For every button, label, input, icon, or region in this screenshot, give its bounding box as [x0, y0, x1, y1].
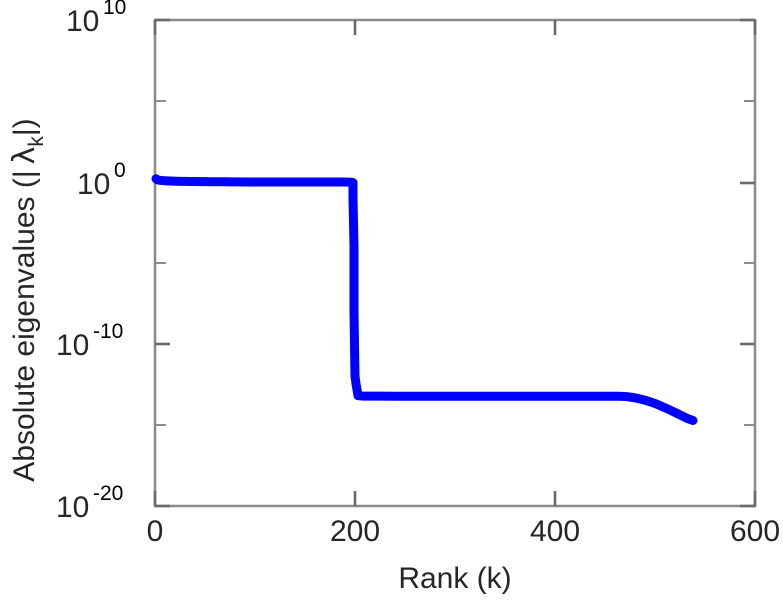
data-point: [653, 400, 661, 409]
x-tick-labels: 0 200 400 600: [147, 515, 780, 548]
series-line-0: [151, 174, 698, 425]
data-point: [659, 402, 667, 411]
data-point: [491, 392, 499, 401]
data-point: [261, 178, 269, 186]
data-point: [471, 392, 479, 401]
data-point: [271, 178, 279, 186]
data-point: [629, 393, 637, 402]
x-tick-label-200: 200: [330, 515, 380, 548]
x-tick-label-600: 600: [730, 515, 780, 548]
data-point: [571, 392, 579, 401]
data-point: [350, 307, 358, 316]
data-point: [616, 392, 624, 401]
data-series-group: [151, 174, 698, 425]
data-point: [431, 392, 439, 401]
data-point: [591, 392, 599, 401]
data-point: [281, 178, 289, 186]
data-point: [511, 392, 519, 401]
data-point: [349, 194, 357, 203]
data-point: [635, 394, 643, 403]
y-tick-labels: 10 10 10 0 10 -10 10 -20: [56, 0, 126, 524]
y-tick-label-1e-10-mantissa: 10: [56, 329, 89, 362]
data-point: [301, 178, 309, 186]
y-tick-marks: [155, 18, 755, 508]
series-markers-0: [152, 174, 697, 425]
data-point: [451, 392, 459, 401]
data-point: [531, 392, 539, 401]
data-point: [352, 379, 360, 388]
data-point: [349, 178, 357, 187]
data-point: [641, 396, 649, 405]
x-tick-label-400: 400: [530, 515, 580, 548]
lambda-subscript: k: [25, 136, 48, 147]
data-point: [371, 392, 379, 401]
y-axis-title: Absolute eigenvalues (| λk|): [7, 118, 48, 481]
y-tick-label-1e0-mantissa: 10: [77, 168, 110, 201]
axes-box: [153, 18, 757, 508]
y-tick-label-1e10-exponent: 10: [103, 0, 126, 19]
data-point: [331, 178, 339, 186]
data-point: [411, 392, 419, 401]
y-axis-title-prefix: Absolute eigenvalues (|: [8, 170, 41, 481]
data-point: [291, 178, 299, 186]
data-point: [647, 398, 655, 407]
data-point: [361, 392, 369, 401]
data-point: [351, 372, 359, 381]
data-point: [665, 405, 673, 414]
y-axis-title-suffix: |): [8, 118, 41, 136]
x-axis-title: Rank (k): [398, 562, 511, 595]
data-point: [551, 392, 559, 401]
axes-frame: [153, 18, 757, 508]
y-tick-label-1e-10-exponent: -10: [93, 320, 123, 343]
data-point: [689, 416, 697, 425]
data-point: [231, 177, 239, 186]
data-point: [350, 242, 358, 251]
data-point: [321, 178, 329, 186]
data-point: [391, 392, 399, 401]
y-tick-label-1e-20-mantissa: 10: [56, 491, 89, 524]
y-axis-title-group: Absolute eigenvalues (| λk|): [7, 118, 48, 481]
y-tick-label-1e-20-exponent: -20: [93, 482, 123, 505]
data-point: [623, 392, 631, 401]
y-tick-label-1e0-exponent: 0: [114, 159, 126, 182]
data-point: [311, 178, 319, 186]
x-tick-marks: [153, 20, 757, 506]
data-point: [241, 178, 249, 186]
data-point: [606, 392, 614, 401]
y-tick-label-1e10-mantissa: 10: [66, 5, 99, 38]
x-tick-label-0: 0: [147, 515, 164, 548]
data-point: [251, 178, 259, 186]
lambda-icon: λ: [7, 147, 42, 165]
